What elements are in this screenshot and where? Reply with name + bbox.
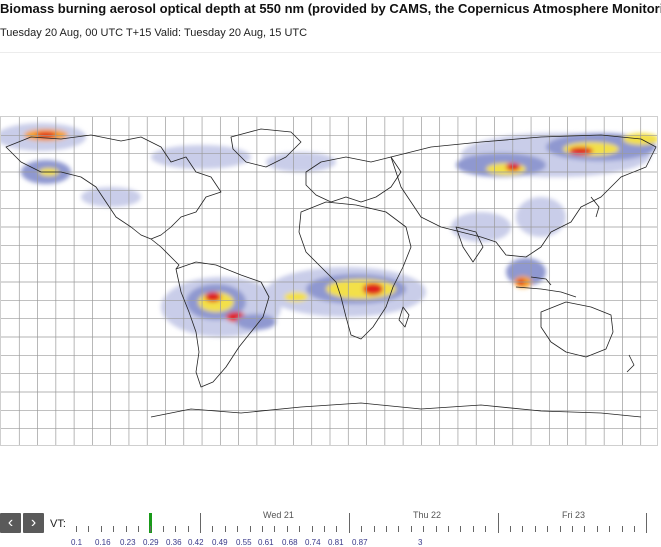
- time-step-tick[interactable]: [88, 526, 90, 532]
- time-step-tick[interactable]: [472, 526, 474, 532]
- time-step-tick[interactable]: [212, 526, 214, 532]
- time-step-tick[interactable]: [224, 526, 226, 532]
- time-step-tick[interactable]: [138, 526, 139, 532]
- chevron-right-icon: ›: [30, 514, 37, 531]
- time-step-tick[interactable]: [410, 526, 412, 532]
- scale-value: 0.1: [71, 539, 83, 547]
- header-divider: [0, 52, 661, 53]
- aerosol-map[interactable]: [0, 116, 658, 446]
- time-step-tick[interactable]: [547, 526, 549, 532]
- time-step-tick[interactable]: [634, 526, 635, 532]
- time-step-tick[interactable]: [237, 526, 239, 532]
- time-step-tick[interactable]: [286, 526, 288, 532]
- current-time-marker[interactable]: [149, 513, 152, 533]
- time-step-tick[interactable]: [125, 526, 127, 532]
- time-step-tick[interactable]: [187, 526, 189, 532]
- time-step-tick[interactable]: [534, 526, 536, 532]
- map-svg: [1, 117, 657, 445]
- scale-value: 3: [418, 539, 423, 547]
- vt-label: VT:: [50, 518, 66, 530]
- time-step-tick[interactable]: [262, 526, 263, 532]
- day-separator-tick[interactable]: [646, 513, 648, 533]
- scale-value: 0.23: [120, 539, 136, 547]
- time-step-tick[interactable]: [311, 526, 313, 532]
- time-step-tick[interactable]: [485, 526, 487, 532]
- scale-value: 0.68: [282, 539, 298, 547]
- day-label-fri: Fri 23: [562, 510, 586, 520]
- time-step-tick[interactable]: [113, 526, 115, 532]
- coastlines: [5, 128, 657, 418]
- time-step-tick[interactable]: [609, 526, 611, 532]
- scale-value: 0.81: [328, 539, 344, 547]
- time-step-tick[interactable]: [596, 526, 598, 532]
- time-step-tick[interactable]: [584, 526, 586, 532]
- time-step-tick[interactable]: [572, 526, 573, 532]
- time-step-tick[interactable]: [361, 526, 363, 532]
- scale-value: 0.87: [352, 539, 368, 547]
- time-step-tick[interactable]: [324, 526, 325, 532]
- time-step-tick[interactable]: [336, 526, 338, 532]
- scale-value: 0.61: [258, 539, 274, 547]
- time-step-tick[interactable]: [423, 526, 425, 532]
- scale-value: 0.55: [236, 539, 252, 547]
- time-step-tick[interactable]: [559, 526, 561, 532]
- time-step-tick[interactable]: [386, 526, 387, 532]
- time-step-tick[interactable]: [448, 526, 449, 532]
- scale-value: 0.49: [212, 539, 228, 547]
- scale-value: 0.42: [188, 539, 204, 547]
- time-step-tick[interactable]: [274, 526, 276, 532]
- time-step-tick[interactable]: [398, 526, 400, 532]
- time-slider[interactable]: Wed 21 Thu 22 Fri 23: [68, 510, 661, 545]
- time-step-tick[interactable]: [510, 526, 511, 532]
- colour-scale-values: 0.1 0.16 0.23 0.29 0.36 0.42 0.49 0.55 0.61 0.68 0…: [68, 539, 661, 547]
- aerosol-plumes: [1, 123, 657, 337]
- scale-value: 0.29: [143, 539, 159, 547]
- day-label-thu: Thu 22: [413, 510, 442, 520]
- prev-step-button[interactable]: ‹: [0, 513, 21, 533]
- time-step-tick[interactable]: [522, 526, 524, 532]
- time-step-tick[interactable]: [162, 526, 164, 532]
- day-separator-tick[interactable]: [348, 513, 350, 533]
- scale-value: 0.16: [95, 539, 111, 547]
- time-step-tick[interactable]: [299, 526, 301, 532]
- day-separator-tick[interactable]: [497, 513, 499, 533]
- time-step-tick[interactable]: [100, 526, 102, 532]
- page-title: Biomass burning aerosol optical depth at…: [0, 1, 661, 16]
- time-step-tick[interactable]: [435, 526, 437, 532]
- map-grid: [1, 117, 657, 445]
- time-step-tick[interactable]: [175, 526, 177, 532]
- next-step-button[interactable]: ›: [23, 513, 44, 533]
- scale-value: 0.74: [305, 539, 321, 547]
- chevron-left-icon: ‹: [7, 514, 14, 531]
- time-controls: ‹ › VT: Wed 21 Thu 22 Fri 23: [0, 510, 661, 545]
- time-step-tick[interactable]: [249, 526, 251, 532]
- time-step-tick[interactable]: [76, 526, 77, 532]
- time-step-tick[interactable]: [150, 526, 152, 532]
- day-label-wed: Wed 21: [263, 510, 294, 520]
- time-step-tick[interactable]: [373, 526, 375, 532]
- scale-value: 0.36: [166, 539, 182, 547]
- day-separator-tick[interactable]: [200, 513, 201, 533]
- valid-time-subtitle: Tuesday 20 Aug, 00 UTC T+15 Valid: Tuesd…: [0, 27, 308, 39]
- time-step-tick[interactable]: [460, 526, 462, 532]
- time-step-tick[interactable]: [621, 526, 623, 532]
